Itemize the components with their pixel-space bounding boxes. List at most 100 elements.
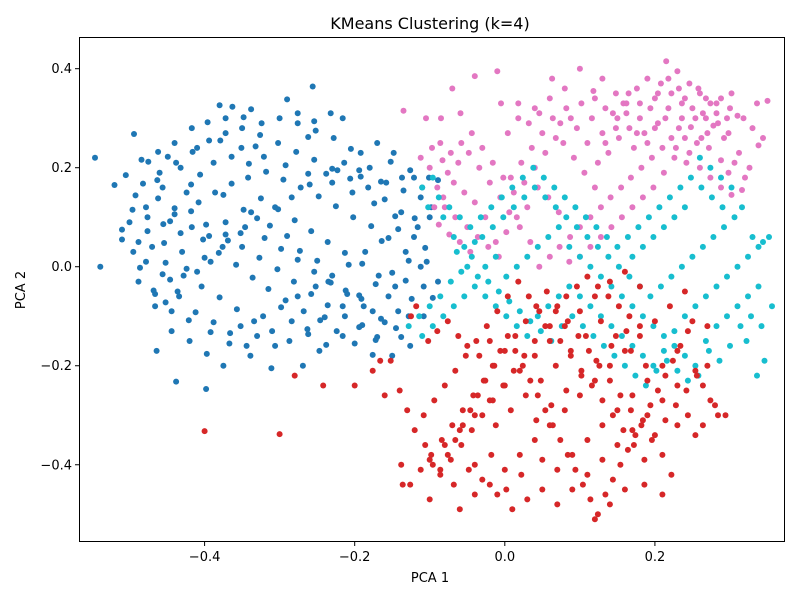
- scatter-point: [536, 263, 543, 270]
- scatter-point: [721, 224, 727, 231]
- scatter-point: [471, 412, 478, 419]
- scatter-point: [657, 283, 664, 290]
- scatter-point: [284, 96, 291, 103]
- scatter-point: [506, 209, 513, 216]
- scatter-point: [423, 115, 429, 122]
- scatter-point: [728, 184, 735, 191]
- scatter-point: [618, 333, 625, 339]
- scatter-point: [408, 313, 414, 320]
- scatter-point: [402, 277, 409, 284]
- scatter-point: [663, 58, 670, 65]
- scatter-point: [740, 115, 747, 122]
- scatter-point: [366, 164, 373, 171]
- scatter-point: [188, 224, 195, 231]
- scatter-point: [452, 367, 459, 374]
- scatter-point: [311, 156, 318, 163]
- scatter-point: [569, 451, 576, 458]
- scatter-point: [416, 313, 423, 320]
- scatter-point: [468, 427, 475, 434]
- scatter-point: [119, 226, 125, 233]
- scatter-point: [309, 83, 316, 90]
- scatter-point: [524, 496, 531, 503]
- scatter-point: [693, 140, 700, 146]
- y-tick-label: 0.0: [51, 260, 72, 275]
- scatter-point: [486, 179, 493, 186]
- scatter-point: [144, 214, 151, 221]
- scatter-point: [675, 85, 682, 92]
- scatter-point: [474, 392, 481, 399]
- scatter-point: [647, 105, 654, 112]
- scatter-point: [645, 214, 652, 221]
- scatter-point: [131, 131, 137, 137]
- scatter-point: [501, 466, 508, 473]
- scatter-point: [522, 392, 529, 399]
- scatter-point: [161, 240, 168, 246]
- scatter-point: [713, 100, 720, 107]
- scatter-point: [674, 367, 681, 374]
- scatter-point: [587, 263, 594, 270]
- scatter-point: [471, 73, 478, 80]
- scatter-point: [584, 471, 591, 478]
- scatter-point: [608, 342, 615, 349]
- scatter-point: [356, 292, 363, 299]
- scatter-point: [534, 243, 541, 250]
- scatter-point: [296, 247, 303, 254]
- scatter-point: [411, 174, 417, 181]
- scatter-point: [608, 283, 615, 290]
- scatter-point: [243, 342, 250, 349]
- scatter-point: [333, 328, 340, 335]
- scatter-point: [488, 204, 495, 211]
- scatter-point: [745, 293, 751, 300]
- scatter-point: [256, 254, 263, 261]
- scatter-point: [585, 347, 592, 354]
- scatter-point: [519, 174, 526, 181]
- scatter-point: [474, 234, 481, 240]
- scatter-point: [561, 194, 568, 201]
- scatter-point: [220, 191, 227, 198]
- scatter-point: [425, 338, 432, 344]
- scatter-point: [210, 159, 217, 166]
- scatter-point: [369, 351, 376, 358]
- scatter-point: [557, 120, 564, 127]
- scatter-point: [294, 293, 301, 300]
- scatter-point: [389, 352, 396, 359]
- scatter-point: [294, 256, 301, 263]
- scatter-point: [407, 342, 414, 349]
- scatter-point: [698, 184, 705, 191]
- scatter-point: [696, 154, 703, 161]
- scatter-point: [614, 243, 621, 250]
- scatter-point: [372, 281, 379, 288]
- scatter-point: [668, 471, 675, 478]
- scatter-point: [552, 204, 559, 211]
- scatter-point: [437, 293, 444, 300]
- scatter-point: [471, 239, 478, 245]
- scatter-point: [615, 263, 622, 270]
- scatter-point: [692, 362, 699, 369]
- scatter-point: [426, 456, 433, 463]
- scatter-point: [263, 168, 270, 175]
- scatter-point: [524, 253, 531, 260]
- scatter-point: [479, 144, 486, 151]
- scatter-point: [228, 180, 235, 187]
- scatter-point: [150, 287, 157, 294]
- scatter-point: [524, 204, 531, 211]
- scatter-point: [431, 397, 438, 404]
- scatter-point: [477, 214, 484, 221]
- scatter-point: [728, 191, 735, 198]
- scatter-point: [519, 362, 526, 369]
- scatter-point: [677, 184, 684, 191]
- scatter-point: [498, 194, 505, 201]
- scatter-point: [549, 115, 556, 122]
- scatter-point: [597, 318, 604, 325]
- scatter-point: [633, 130, 640, 137]
- chart-title: KMeans Clustering (k=4): [330, 14, 529, 33]
- scatter-point: [381, 392, 388, 399]
- scatter-point: [494, 68, 501, 75]
- scatter-point: [155, 195, 162, 202]
- scatter-point: [206, 137, 213, 144]
- scatter-point: [546, 253, 553, 260]
- scatter-point: [540, 174, 547, 181]
- scatter-point: [503, 313, 510, 320]
- scatter-point: [677, 342, 684, 349]
- scatter-point: [608, 323, 615, 330]
